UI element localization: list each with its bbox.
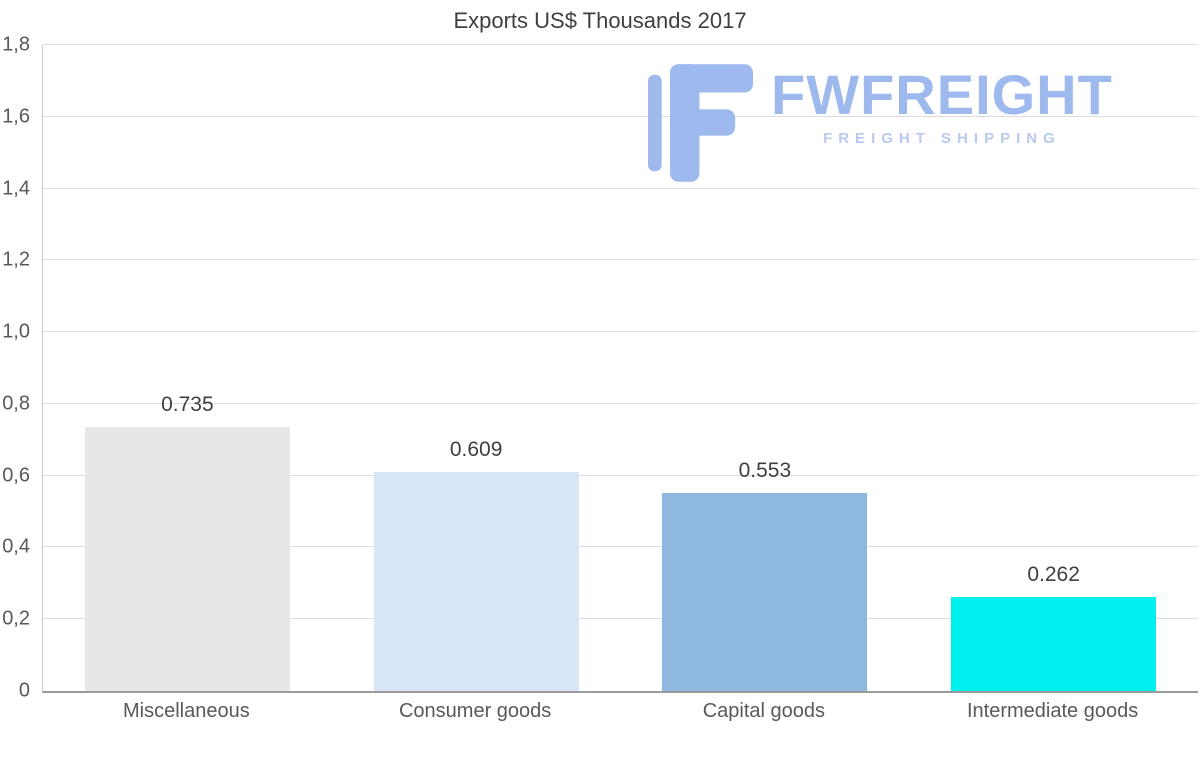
x-tick-label: Intermediate goods [967,700,1139,722]
bar-value-label: 0.609 [449,438,503,462]
y-tick-label: 1,2 [2,248,30,271]
chart-title: Exports US$ Thousands 2017 [453,8,747,33]
logo-tagline: FREIGHT SHIPPING [823,129,1061,147]
logo-name: FWFREIGHT [771,63,1113,126]
x-axis-labels: Miscellaneous Consumer goods Capital goods… [42,700,1197,723]
gridline [43,259,1198,261]
y-tick-label: 0,2 [2,607,30,630]
bar-intermediate-goods [951,596,1157,691]
y-tick-label: 0 [18,679,30,702]
gridline [43,546,1198,548]
bar-slot: 0.553 [621,45,910,691]
bar-value-label: 0.262 [1027,562,1080,586]
x-tick-label: Miscellaneous [123,700,250,722]
y-axis: 0 0,2 0,4 0,6 0,8 1,0 1,2 1,4 1,6 1,8 [0,34,36,702]
logo-text: FWFREIGHT FREIGHT SHIPPING [771,64,1113,147]
gridline [43,44,1198,45]
x-tick-label: Capital goods [702,700,826,722]
bar-capital-goods [662,492,868,691]
bar-consumer-goods [373,472,579,691]
bar-slot: 0.262 [909,45,1198,691]
plot-area: 0.735 0.609 0.553 0.262 [42,44,1198,693]
y-tick-label: 1,0 [2,320,30,343]
gridline [43,331,1198,333]
gridline [43,474,1198,476]
x-tick-label: Consumer goods [398,700,552,722]
bar-slot: 0.735 [43,45,332,691]
bar-slot: 0.609 [332,45,621,691]
y-tick-label: 0,6 [2,464,30,487]
gridline [43,115,1198,117]
bar-value-label: 0.735 [161,393,214,417]
gridline [43,618,1198,620]
fwfreight-logo-icon [648,64,753,182]
y-tick-label: 0,4 [2,535,30,558]
y-tick-label: 0,8 [2,392,30,415]
y-tick-label: 1,6 [2,105,30,128]
gridline [43,402,1198,404]
y-tick-label: 1,8 [2,33,30,56]
bar-value-label: 0.553 [738,458,792,482]
y-tick-label: 1,4 [2,177,30,200]
bars-layer: 0.735 0.609 0.553 0.262 [43,45,1198,691]
logo: FWFREIGHT FREIGHT SHIPPING [648,64,1113,182]
bar-miscellaneous [84,427,290,691]
gridline [43,187,1198,189]
